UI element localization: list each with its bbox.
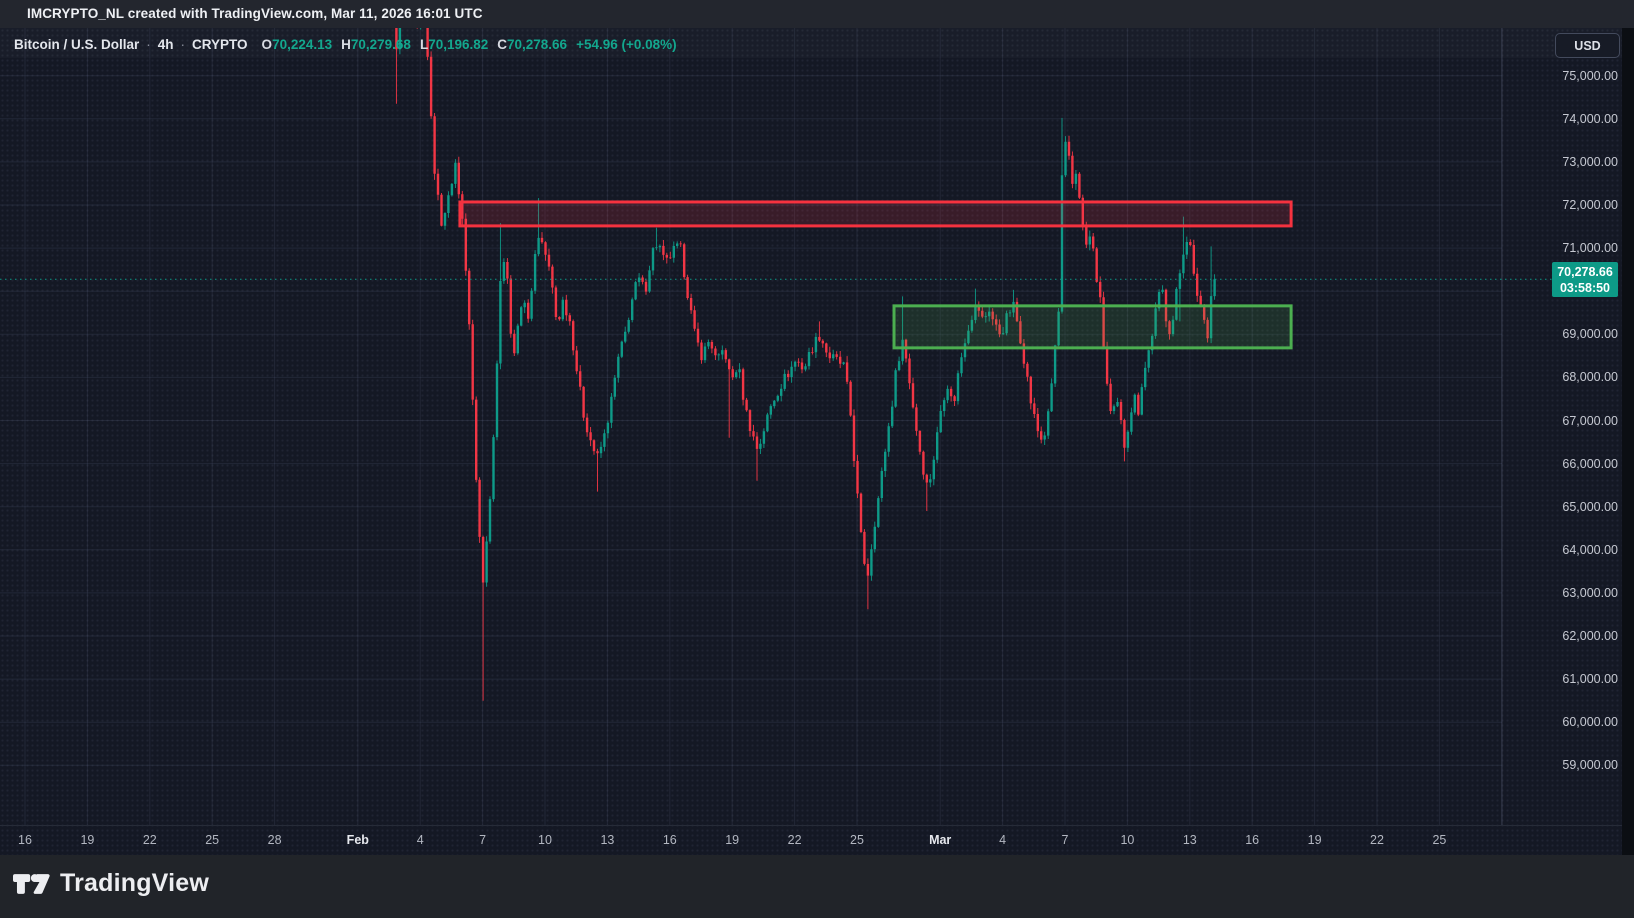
tradingview-logo-icon bbox=[13, 873, 50, 894]
time-axis-label: 4 bbox=[999, 833, 1007, 847]
time-axis-label: Feb bbox=[346, 833, 369, 847]
currency-button[interactable]: USD bbox=[1555, 33, 1620, 58]
time-axis-label: 16 bbox=[18, 833, 32, 847]
interval-label[interactable]: 4h bbox=[157, 36, 174, 52]
chart-pane[interactable]: Bitcoin / U.S. Dollar · 4h · CRYPTO O70,… bbox=[0, 28, 1634, 855]
tradingview-wordmark: TradingView bbox=[60, 869, 210, 897]
price-axis-label: 75,000.00 bbox=[1562, 68, 1618, 83]
symbol-legend: Bitcoin / U.S. Dollar · 4h · CRYPTO O70,… bbox=[14, 35, 677, 53]
time-axis-label: 16 bbox=[1245, 833, 1260, 847]
grid-layer bbox=[0, 28, 1503, 826]
time-axis-label: 19 bbox=[80, 833, 95, 847]
time-axis-label: 25 bbox=[205, 833, 220, 847]
time-axis-label: 4 bbox=[416, 833, 424, 847]
price-axis-label: 68,000.00 bbox=[1562, 370, 1618, 385]
price-axis-label: 60,000.00 bbox=[1562, 715, 1618, 730]
price-axis-label: 72,000.00 bbox=[1562, 198, 1618, 212]
symbol-title[interactable]: Bitcoin / U.S. Dollar bbox=[14, 36, 140, 52]
price-axis-label: 71,000.00 bbox=[1562, 241, 1618, 256]
price-axis-label: 64,000.00 bbox=[1562, 542, 1618, 557]
time-axis-label: 22 bbox=[787, 833, 802, 847]
currency-button-label: USD bbox=[1574, 38, 1601, 53]
price-axis[interactable]: 75,000.00 74,000.00 73,000.00 72,000.00 71,0… bbox=[1508, 28, 1618, 826]
time-axis-label: 13 bbox=[1182, 833, 1197, 847]
price-axis-label: 63,000.00 bbox=[1562, 585, 1618, 600]
price-axis-label: 66,000.00 bbox=[1562, 456, 1618, 471]
price-axis-label: 74,000.00 bbox=[1562, 111, 1618, 126]
resistance-zone[interactable] bbox=[458, 200, 1293, 228]
attribution-bar: IMCRYPTO_NL created with TradingView.com… bbox=[0, 0, 1634, 28]
close-value: C70,278.66 bbox=[497, 36, 568, 52]
bar-countdown: 03:58:50 bbox=[1559, 280, 1611, 295]
last-price-value: 70,278.66 bbox=[1557, 264, 1613, 279]
bottom-bar: TradingView bbox=[0, 855, 1634, 918]
tradingview-logo[interactable]: TradingView bbox=[13, 869, 209, 898]
separator: · bbox=[146, 36, 151, 52]
zones-layer[interactable] bbox=[458, 200, 1293, 350]
time-axis-label: 19 bbox=[725, 833, 740, 847]
ohlc-values: O70,224.13 H70,279.68 L70,196.82 C70,278… bbox=[262, 37, 568, 52]
price-axis-label: 62,000.00 bbox=[1562, 629, 1618, 643]
price-axis-label: 65,000.00 bbox=[1562, 499, 1618, 514]
time-axis-label: 22 bbox=[1370, 833, 1384, 847]
time-axis-label: 16 bbox=[662, 833, 677, 847]
support-zone[interactable] bbox=[892, 304, 1293, 350]
time-axis-label: 22 bbox=[142, 833, 157, 847]
price-axis-label: 59,000.00 bbox=[1562, 758, 1618, 773]
time-axis-label: 7 bbox=[1061, 833, 1069, 847]
axis-corner bbox=[1622, 28, 1634, 855]
candlestick-chart[interactable] bbox=[0, 28, 1634, 826]
time-axis-label: 19 bbox=[1307, 833, 1322, 847]
time-axis[interactable]: 16 19 22 25 28 Feb 4 7 10 13 16 19 22 25 Mar 4 7 10 13 16 19… bbox=[0, 825, 1634, 855]
price-axis-label: 73,000.00 bbox=[1562, 154, 1618, 169]
change-value: +54.96 (+0.08%) bbox=[576, 36, 677, 52]
price-axis-label: 67,000.00 bbox=[1562, 413, 1618, 428]
time-axis-label: 28 bbox=[267, 833, 282, 847]
time-axis-label: 13 bbox=[600, 833, 615, 847]
low-value: L70,196.82 bbox=[419, 36, 489, 52]
separator: · bbox=[180, 36, 186, 52]
time-axis-label: 10 bbox=[1120, 833, 1135, 847]
time-axis-label: 10 bbox=[538, 833, 552, 847]
open-value: O70,224.13 bbox=[261, 36, 333, 52]
price-axis-label: 61,000.00 bbox=[1562, 672, 1618, 687]
time-axis-label: 7 bbox=[479, 833, 487, 847]
time-axis-label: Mar bbox=[929, 833, 952, 847]
price-axis-label: 69,000.00 bbox=[1562, 327, 1618, 342]
high-value: H70,279.68 bbox=[341, 36, 411, 52]
time-axis-label: 25 bbox=[850, 833, 864, 847]
time-axis-label: 25 bbox=[1432, 833, 1447, 847]
exchange-label: CRYPTO bbox=[192, 36, 248, 52]
last-price-label: 70,278.66 03:58:50 bbox=[1552, 261, 1618, 297]
attribution-text: IMCRYPTO_NL created with TradingView.com… bbox=[27, 6, 483, 21]
candles-layer bbox=[395, 28, 1216, 701]
